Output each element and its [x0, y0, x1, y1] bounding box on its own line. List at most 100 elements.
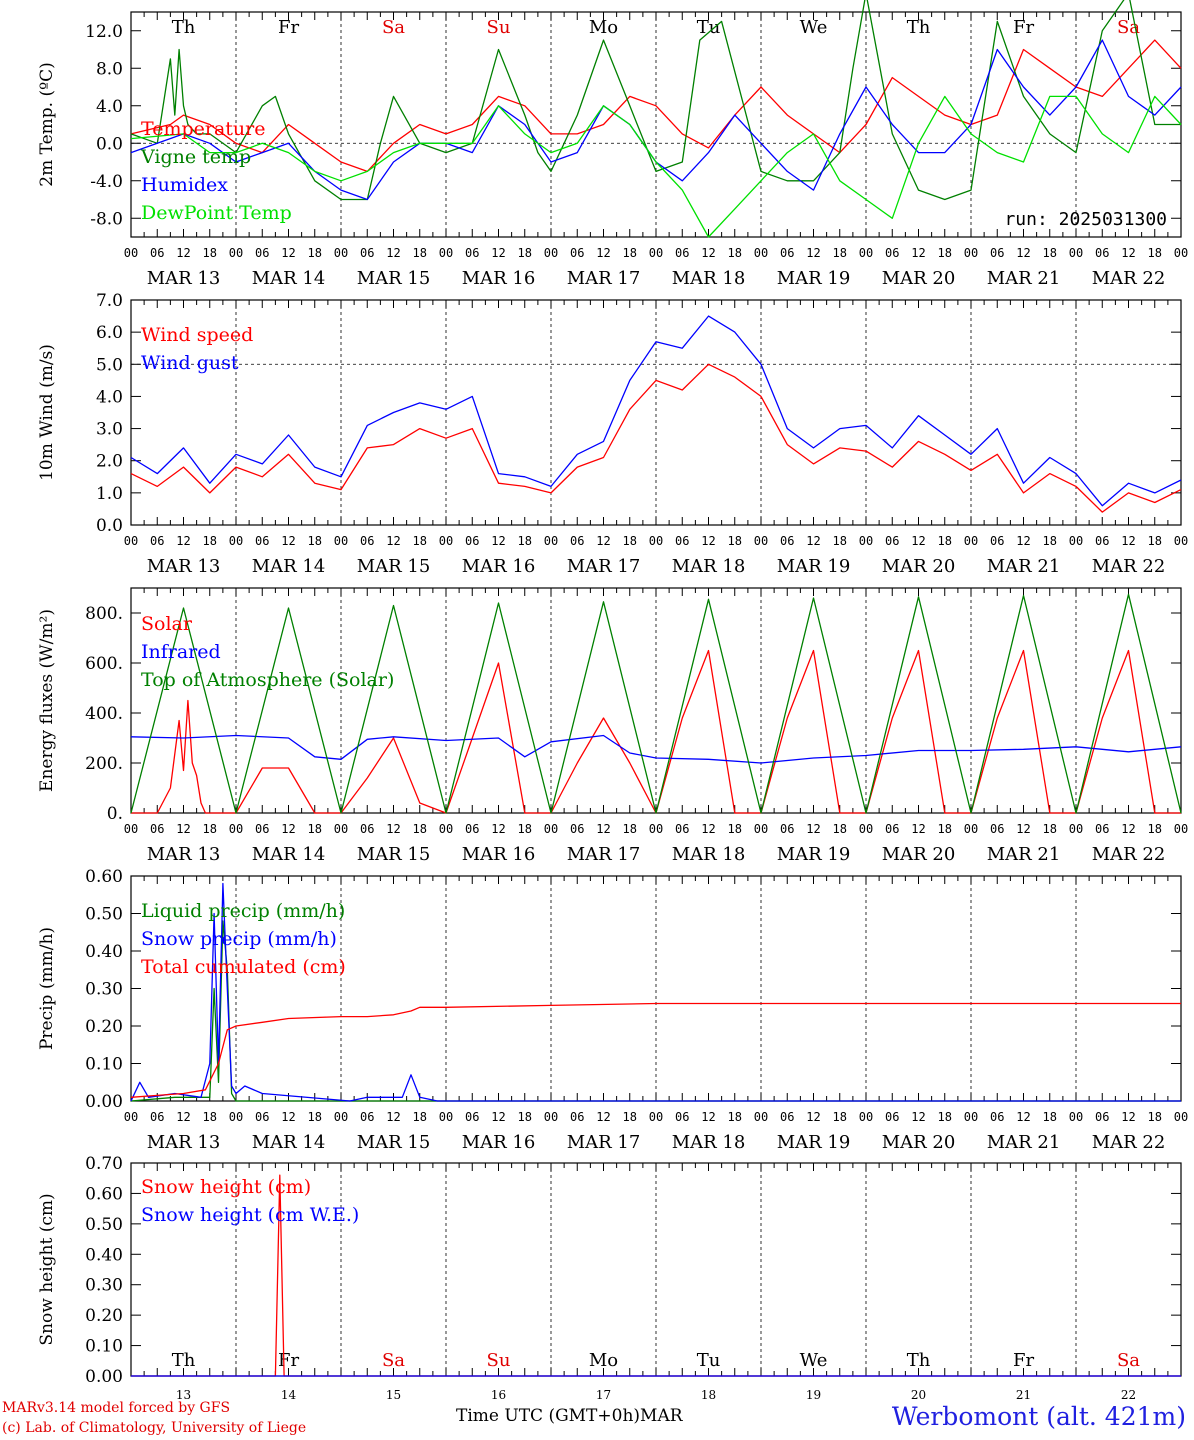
hour-tick-label: 18: [1043, 534, 1057, 548]
day-label: MAR 19: [777, 556, 851, 577]
hour-tick-label: 12: [806, 246, 820, 260]
hour-tick-label: 12: [701, 534, 715, 548]
hour-tick-label: 12: [701, 822, 715, 836]
day-label: MAR 13: [147, 268, 221, 289]
hour-tick-label: 12: [281, 246, 295, 260]
hour-tick-label: 00: [124, 534, 138, 548]
legend-entry: Snow height (cm): [141, 1176, 311, 1198]
hour-tick-label: 12: [176, 1110, 190, 1124]
day-label: MAR 15: [357, 1132, 431, 1153]
hour-tick-label: 06: [150, 822, 164, 836]
hour-tick-label: 12: [1016, 534, 1030, 548]
hour-tick-label: 18: [203, 1110, 217, 1124]
weekday-label: We: [800, 1350, 828, 1371]
y-tick-label: 0.10: [85, 1055, 123, 1075]
hour-tick-label: 12: [491, 1110, 505, 1124]
hour-tick-label: 06: [885, 1110, 899, 1124]
y-tick-label: 7.0: [96, 291, 123, 311]
weekday-label: Fr: [1013, 1350, 1034, 1371]
hour-tick-label: 18: [1043, 246, 1057, 260]
y-tick-label: 0.40: [85, 1245, 123, 1265]
y-tick-label: 12.0: [85, 22, 123, 42]
hour-tick-label: 12: [386, 534, 400, 548]
hour-tick-label: 18: [728, 1110, 742, 1124]
time-label: Time UTC (GMT+0h): [456, 1406, 641, 1426]
hour-tick-label: 00: [124, 246, 138, 260]
hour-tick-label: 18: [938, 822, 952, 836]
hour-tick-label: 06: [990, 822, 1004, 836]
hour-tick-label: 06: [1095, 534, 1109, 548]
hour-tick-label: 00: [1174, 1110, 1188, 1124]
hour-tick-label: 00: [229, 534, 243, 548]
hour-tick-label: 12: [1121, 1110, 1135, 1124]
day-label: MAR 21: [987, 1132, 1061, 1153]
hour-tick-label: 18: [623, 822, 637, 836]
y-tick-label: 0.10: [85, 1337, 123, 1357]
legend-entry: Snow precip (mm/h): [141, 928, 337, 950]
y-tick-label: 200.: [85, 754, 123, 774]
weekday-label: Tu: [697, 1350, 721, 1371]
hour-tick-label: 18: [203, 534, 217, 548]
hour-tick-label: 18: [1148, 822, 1162, 836]
month-label: MAR: [640, 1406, 683, 1426]
hour-tick-label: 12: [386, 822, 400, 836]
hour-tick-label: 00: [859, 534, 873, 548]
hour-tick-label: 06: [780, 1110, 794, 1124]
day-label: MAR 13: [147, 556, 221, 577]
hour-tick-label: 12: [596, 1110, 610, 1124]
y-tick-label: 0.: [107, 804, 123, 824]
day-label: MAR 21: [987, 268, 1061, 289]
hour-tick-label: 00: [124, 1110, 138, 1124]
y-tick-label: 0.0: [96, 134, 123, 154]
hour-tick-label: 00: [649, 534, 663, 548]
hour-tick-label: 00: [754, 534, 768, 548]
y-tick-label: 600.: [85, 654, 123, 674]
hour-tick-label: 00: [334, 1110, 348, 1124]
hour-tick-label: 06: [780, 246, 794, 260]
day-label: MAR 16: [462, 844, 536, 865]
legend-entry: Snow height (cm W.E.): [141, 1204, 359, 1226]
hour-tick-label: 12: [491, 246, 505, 260]
hour-tick-label: 00: [334, 246, 348, 260]
day-label: MAR 17: [567, 556, 641, 577]
day-label: MAR 20: [882, 556, 956, 577]
hour-tick-label: 18: [728, 822, 742, 836]
legend-entry: Infrared: [141, 641, 221, 663]
legend-entry: Top of Atmosphere (Solar): [141, 669, 394, 691]
hour-tick-label: 00: [1069, 534, 1083, 548]
hour-tick-label: 12: [911, 822, 925, 836]
y-axis-title: 10m Wind (m/s): [37, 344, 57, 481]
day-label: MAR 21: [987, 844, 1061, 865]
y-tick-label: 6.0: [96, 323, 123, 343]
hour-tick-label: 06: [150, 534, 164, 548]
y-tick-label: 0.00: [85, 1367, 123, 1387]
hour-tick-label: 06: [465, 246, 479, 260]
hour-tick-label: 06: [570, 534, 584, 548]
y-tick-label: 8.0: [96, 59, 123, 79]
y-tick-label: 0.00: [85, 1092, 123, 1112]
hour-tick-label: 18: [728, 246, 742, 260]
hour-tick-label: 06: [780, 822, 794, 836]
legend-entry: Liquid precip (mm/h): [141, 900, 345, 922]
hour-tick-label: 18: [623, 1110, 637, 1124]
hour-tick-label: 06: [570, 246, 584, 260]
series-line: [130, 95, 1182, 238]
hour-tick-label: 12: [806, 534, 820, 548]
y-tick-label: 4.0: [96, 97, 123, 117]
y-tick-label: 2.0: [96, 452, 123, 472]
hour-tick-label: 12: [491, 534, 505, 548]
hour-tick-label: 06: [465, 822, 479, 836]
day-label: MAR 20: [882, 844, 956, 865]
day-label: MAR 15: [357, 268, 431, 289]
hour-tick-label: 12: [1016, 822, 1030, 836]
hour-tick-label: 12: [1121, 246, 1135, 260]
hour-tick-label: 00: [1174, 822, 1188, 836]
hour-tick-label: 00: [964, 1110, 978, 1124]
day-number-label: 17: [596, 1388, 611, 1402]
hour-tick-label: 12: [806, 822, 820, 836]
weekday-label: Th: [172, 17, 196, 38]
hour-tick-label: 12: [281, 1110, 295, 1124]
hour-tick-label: 12: [596, 534, 610, 548]
y-tick-label: 0.20: [85, 1306, 123, 1326]
hour-tick-label: 12: [1016, 246, 1030, 260]
